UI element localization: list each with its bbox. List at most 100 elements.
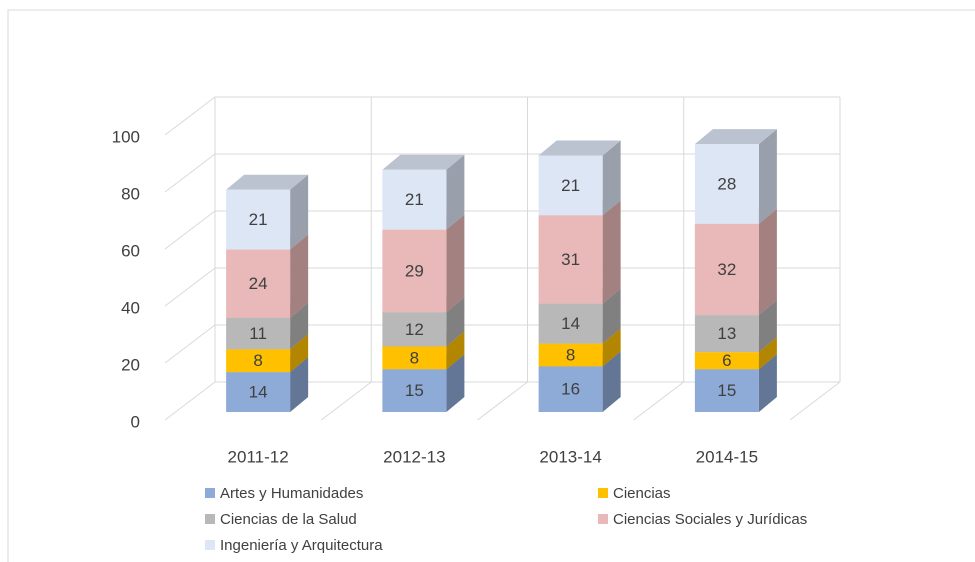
x-tick-label: 2012-13	[383, 447, 445, 466]
bar-side	[758, 337, 777, 370]
bar-side-shade	[290, 234, 309, 318]
data-label: 12	[405, 320, 424, 339]
x-tick-label: 2013-14	[539, 447, 601, 466]
bar-side-shade	[758, 300, 777, 353]
bar-side	[758, 300, 777, 353]
bar-side-shade	[446, 354, 465, 412]
bar-side	[758, 354, 777, 412]
floor-line	[633, 381, 685, 421]
legend-label: Ciencias	[613, 485, 671, 502]
bar-side	[602, 140, 621, 216]
legend-swatch	[598, 488, 608, 498]
data-label: 15	[717, 381, 736, 400]
bar	[382, 169, 447, 230]
bar-top-shade	[226, 174, 309, 190]
data-label: 13	[717, 324, 736, 343]
bar-top	[382, 154, 465, 170]
floor-line	[320, 381, 372, 421]
bar-top	[694, 129, 777, 145]
data-label: 21	[561, 176, 580, 195]
bar-side	[290, 174, 309, 250]
bar-side-shade	[758, 129, 777, 224]
bar	[226, 349, 291, 373]
bar	[694, 352, 759, 370]
legend-label: Ingeniería y Arquitectura	[220, 537, 383, 554]
data-label: 29	[405, 261, 424, 280]
bar	[382, 346, 447, 370]
data-label: 15	[405, 381, 424, 400]
bar	[382, 369, 447, 412]
bar	[226, 189, 291, 250]
bar	[226, 317, 291, 350]
legend-label: Ciencias Sociales y Jurídicas	[613, 511, 807, 528]
bar-top-shade	[694, 129, 777, 145]
y-tick-label: 100	[112, 127, 140, 146]
legend-swatch	[205, 540, 215, 550]
bar	[538, 155, 603, 216]
data-label: 8	[253, 351, 262, 370]
legend-label: Ciencias de la Salud	[220, 511, 357, 528]
data-label: 21	[405, 190, 424, 209]
bar	[694, 315, 759, 353]
y-tick-label: 20	[121, 355, 140, 374]
bar-side-shade	[290, 357, 309, 412]
bar-top	[226, 174, 309, 190]
bar-side-shade	[758, 337, 777, 370]
data-label: 32	[717, 260, 736, 279]
bar-side	[758, 208, 777, 316]
data-label: 14	[561, 314, 580, 333]
data-label: 6	[722, 351, 731, 370]
bar	[538, 366, 603, 412]
bar-side	[290, 357, 309, 412]
bar-side-shade	[602, 351, 621, 412]
bar-side	[290, 302, 309, 350]
data-label: 8	[566, 345, 575, 364]
bar-top	[538, 140, 621, 156]
bar-side	[446, 354, 465, 412]
bar-side	[602, 351, 621, 412]
y-tick-label: 0	[131, 412, 140, 431]
bar	[226, 372, 291, 412]
x-tick-label: 2014-15	[696, 447, 758, 466]
bar-side	[446, 297, 465, 347]
bar-side-shade	[290, 174, 309, 250]
data-label: 16	[561, 380, 580, 399]
bar-side-shade	[446, 297, 465, 347]
floor-line	[789, 381, 841, 421]
bar-top-shade	[538, 140, 621, 156]
bar-side-shade	[446, 214, 465, 313]
data-label: 8	[410, 348, 419, 367]
bar	[538, 343, 603, 367]
bar-side-shade	[602, 140, 621, 216]
legend-swatch	[598, 514, 608, 524]
y-tick-label: 40	[121, 298, 140, 317]
bar-side	[290, 234, 309, 318]
bar-side-shade	[602, 200, 621, 304]
legend-swatch	[205, 488, 215, 498]
data-label: 28	[717, 174, 736, 193]
data-label: 14	[249, 383, 268, 402]
bar-side-shade	[758, 208, 777, 316]
y-tick-label: 80	[121, 184, 140, 203]
bar-side	[290, 334, 309, 373]
bar-side	[602, 288, 621, 344]
data-label: 11	[249, 324, 267, 343]
y-tick-label: 60	[121, 241, 140, 260]
x-tick-label: 2011-12	[228, 447, 289, 466]
bar-side	[758, 129, 777, 224]
bar	[226, 249, 291, 318]
chart-frame	[7, 9, 975, 562]
bar	[382, 229, 447, 313]
bar-side	[446, 214, 465, 313]
bar	[694, 369, 759, 412]
bar-side-shade	[446, 154, 465, 230]
bar-side-shade	[290, 302, 309, 350]
floor-line	[477, 381, 528, 421]
bar	[694, 223, 759, 316]
bar-side-shade	[446, 331, 465, 370]
bar-side-shade	[758, 354, 777, 412]
bar-top-shade	[382, 154, 465, 170]
legend-label: Artes y Humanidades	[220, 485, 363, 502]
bar-side-shade	[290, 334, 309, 373]
